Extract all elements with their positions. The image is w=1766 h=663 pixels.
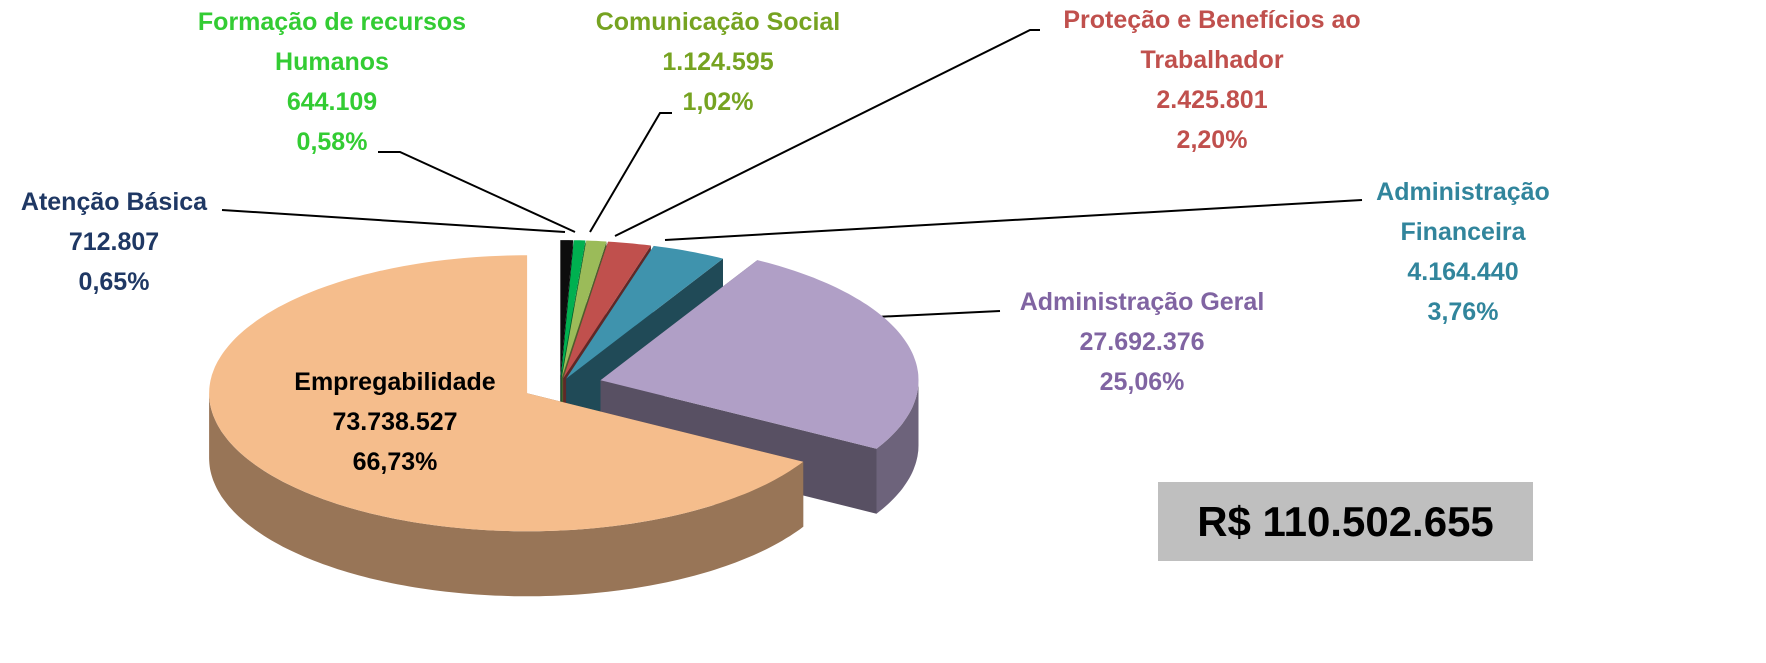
slice-percent: 25,06% bbox=[1099, 368, 1185, 396]
leader-line bbox=[378, 151, 576, 233]
slice-value: 4.164.440 bbox=[1407, 258, 1519, 286]
slice-percent: 3,76% bbox=[1427, 298, 1499, 326]
slice bbox=[566, 245, 723, 379]
leader-line bbox=[589, 112, 672, 233]
slice-value: 712.807 bbox=[68, 228, 160, 256]
slice-value: 2.425.801 bbox=[1156, 86, 1268, 114]
slice-wall bbox=[876, 380, 919, 514]
slice-percent: 1,02% bbox=[682, 88, 754, 116]
total-box: R$ 110.502.655 bbox=[1158, 482, 1533, 561]
slice-name: Empregabilidade bbox=[294, 368, 496, 396]
slice-name: Proteção e Benefícios ao Trabalhador bbox=[1063, 6, 1361, 74]
slice bbox=[560, 240, 574, 379]
slice-wall bbox=[209, 393, 804, 597]
leader-line bbox=[614, 29, 1040, 237]
slice-percent: 66,73% bbox=[352, 448, 438, 476]
slice-percent: 2,20% bbox=[1176, 126, 1248, 154]
slice-name: Atenção Básica bbox=[20, 188, 208, 216]
slice-label: Administração Financeira 4.164.440 3,76% bbox=[1353, 172, 1573, 332]
slice-name: Administração Financeira bbox=[1376, 178, 1550, 246]
slice-name: Administração Geral bbox=[1019, 288, 1265, 316]
slice-label: Atenção Básica 712.807 0,65% bbox=[0, 182, 234, 302]
slice-percent: 0,58% bbox=[296, 128, 368, 156]
slice-value: 644.109 bbox=[286, 88, 378, 116]
slice bbox=[209, 255, 804, 532]
leader-line bbox=[664, 199, 1363, 241]
slice-value: 27.692.376 bbox=[1079, 328, 1205, 356]
slice bbox=[563, 241, 651, 379]
leader-line bbox=[221, 209, 566, 233]
slice-name: Comunicação Social bbox=[595, 8, 841, 36]
slice-percent: 0,65% bbox=[78, 268, 150, 296]
slice-value: 73.738.527 bbox=[332, 408, 458, 436]
slice-label: Administração Geral 27.692.376 25,06% bbox=[982, 282, 1302, 402]
slice-name: Formação de recursos Humanos bbox=[197, 8, 467, 76]
slice-label: Formação de recursos Humanos 644.109 0,58% bbox=[162, 2, 502, 162]
slice-label: Proteção e Benefícios ao Trabalhador 2.42… bbox=[1012, 0, 1412, 160]
slice bbox=[561, 240, 607, 379]
slice-label: Comunicação Social 1.124.595 1,02% bbox=[558, 2, 878, 122]
slice bbox=[560, 240, 586, 379]
slice-value: 1.124.595 bbox=[662, 48, 774, 76]
slice-label: Empregabilidade 73.738.527 66,73% bbox=[245, 362, 545, 482]
slice bbox=[600, 260, 919, 449]
